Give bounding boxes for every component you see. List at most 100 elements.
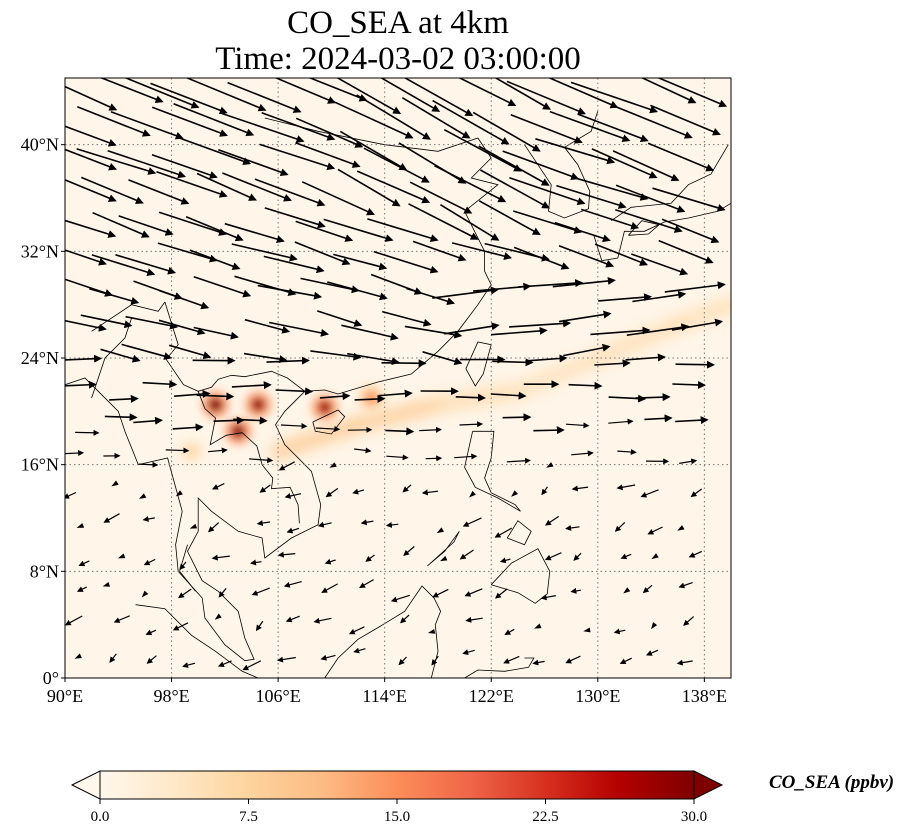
wind-arrow	[121, 343, 173, 360]
wind-arrow	[80, 314, 133, 329]
wind-arrow	[472, 111, 541, 152]
wind-arrow	[379, 78, 441, 112]
coastline	[464, 657, 535, 678]
colorbar-extend-min	[70, 770, 101, 800]
wind-arrow	[189, 249, 241, 270]
wind-arrow	[213, 416, 245, 425]
wind-arrow	[464, 588, 483, 597]
wind-arrow	[678, 582, 693, 589]
wind-arrow	[224, 222, 285, 244]
wind-arrow	[158, 319, 206, 336]
co-plume-segment	[509, 350, 606, 400]
wind-arrow	[337, 168, 401, 207]
wind-arrow	[439, 204, 500, 241]
wind-arrow	[412, 240, 467, 262]
wind-arrow	[65, 148, 117, 171]
wind-arrow	[398, 656, 407, 666]
wind-arrow	[218, 588, 227, 598]
wind-arrow	[494, 527, 513, 538]
co-hotspot	[251, 397, 266, 412]
wind-arrow	[642, 584, 653, 594]
wind-arrow	[499, 557, 511, 564]
wind-arrow	[556, 184, 627, 209]
wind-arrow	[158, 211, 228, 236]
wind-vectors	[65, 78, 728, 671]
wind-arrow	[107, 149, 187, 179]
wind-arrow	[259, 143, 336, 171]
wind-arrow	[652, 187, 726, 212]
wind-arrow	[462, 649, 475, 656]
wind-arrow	[76, 586, 87, 592]
wind-arrow	[512, 210, 583, 234]
wind-arrow	[150, 82, 228, 115]
wind-arrow	[125, 315, 179, 330]
wind-arrow	[65, 354, 103, 363]
wind-arrow	[547, 78, 619, 109]
wind-arrow	[256, 520, 271, 527]
wind-arrow	[320, 654, 336, 661]
wind-arrow	[661, 218, 720, 244]
wind-arrow-head	[651, 553, 659, 560]
wind-arrow	[509, 319, 572, 328]
wind-arrow	[174, 390, 211, 398]
wind-arrow	[545, 515, 560, 526]
wind-arrow	[554, 221, 611, 243]
wind-arrow-head	[102, 582, 110, 587]
wind-arrow	[615, 209, 683, 233]
wind-arrow	[65, 319, 107, 332]
wind-arrow	[558, 310, 612, 323]
wind-arrow	[115, 254, 177, 275]
wind-arrow	[459, 549, 474, 560]
wind-arrow	[640, 489, 659, 498]
wind-arrow	[193, 326, 239, 340]
wind-arrow	[615, 184, 686, 213]
wind-arrow	[157, 242, 218, 263]
co-hotspot	[184, 444, 199, 459]
wind-arrow	[690, 488, 703, 498]
wind-arrow	[619, 657, 632, 665]
wind-arrow	[565, 524, 580, 531]
wind-arrow	[301, 181, 375, 216]
y-tick-label: 0°	[43, 668, 59, 688]
wind-arrow	[386, 454, 409, 461]
wind-arrow	[233, 416, 268, 425]
map-background	[65, 78, 731, 678]
wind-arrow-head	[511, 490, 518, 497]
wind-arrow	[626, 323, 690, 336]
wind-arrow	[679, 458, 698, 465]
wind-arrow	[325, 487, 339, 498]
wind-arrow	[128, 179, 190, 205]
wind-arrow	[266, 356, 310, 365]
wind-arrow	[432, 588, 449, 598]
colorbar-label: CO_SEA (ppbv)	[769, 772, 894, 793]
wind-arrow	[65, 615, 83, 626]
wind-arrow	[518, 279, 584, 288]
x-tick-label: 122°E	[469, 686, 514, 706]
wind-arrow	[219, 111, 305, 143]
x-tick-label: 90°E	[47, 686, 83, 706]
wind-arrow	[363, 147, 430, 183]
wind-arrow	[333, 253, 388, 271]
wind-arrow	[99, 78, 164, 103]
wind-arrow	[177, 136, 252, 166]
x-tick-label: 106°E	[256, 686, 301, 706]
wind-arrow	[78, 560, 90, 567]
wind-arrow	[109, 394, 139, 403]
x-tick-label: 130°E	[575, 686, 620, 706]
wind-arrow	[457, 78, 517, 107]
wind-arrow	[347, 352, 400, 366]
wind-arrow	[409, 181, 473, 214]
wind-arrow	[339, 130, 408, 171]
wind-arrow	[675, 360, 715, 369]
wind-arrow	[172, 423, 204, 432]
wind-arrow	[544, 552, 562, 561]
wind-arrow	[664, 281, 726, 293]
wind-arrow	[535, 138, 616, 165]
wind-arrow	[65, 491, 77, 499]
wind-arrow	[65, 380, 97, 389]
wind-arrow	[283, 581, 302, 588]
y-tick-label: 16°N	[21, 455, 59, 475]
co-hotspot	[364, 391, 379, 405]
wind-arrow	[65, 179, 117, 202]
wind-arrow	[277, 551, 296, 558]
